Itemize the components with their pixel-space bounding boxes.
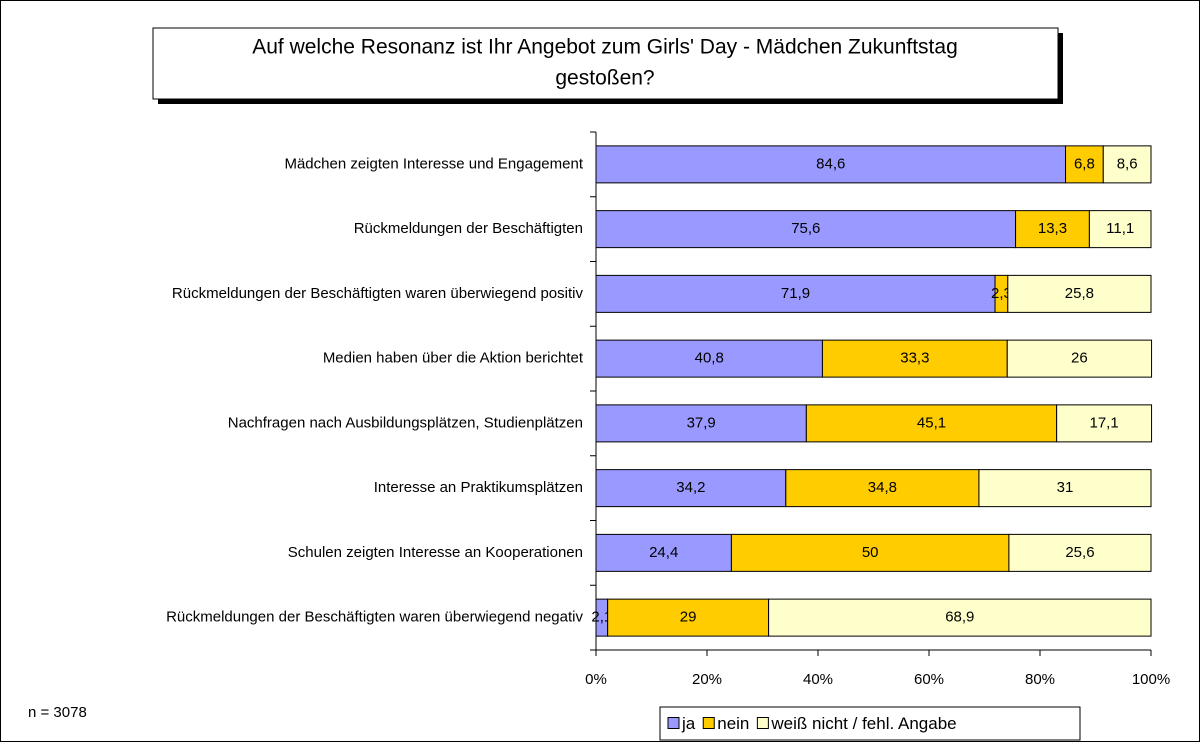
data-label: 17,1 (1090, 414, 1119, 431)
data-label: 8,6 (1117, 155, 1138, 172)
data-label: 84,6 (816, 155, 845, 172)
bar-segment (785, 469, 980, 508)
data-label: 25,8 (1065, 285, 1094, 302)
legend-label: nein (717, 714, 749, 733)
bar-segment (730, 533, 1010, 572)
y-tick-label: Medien haben über die Aktion berichtet (323, 350, 584, 367)
bar-segment (1006, 339, 1153, 378)
legend-label: weiß nicht / fehl. Angabe (770, 714, 956, 733)
y-tick-label: Mädchen zeigten Interesse und Engagement (284, 155, 583, 172)
bar-segment (595, 469, 787, 508)
y-tick-label: Rückmeldungen der Beschäftigten waren üb… (172, 285, 584, 302)
data-label: 2,1 (591, 609, 612, 626)
data-label: 25,6 (1065, 544, 1094, 561)
bar-segment (1056, 404, 1153, 443)
legend-swatch (667, 717, 680, 729)
data-label: 40,8 (695, 350, 724, 367)
data-label: 29 (680, 609, 697, 626)
bar-segment (1102, 145, 1152, 184)
x-tick-label: 80% (1025, 671, 1055, 688)
bar-segment (595, 339, 823, 378)
x-tick-label: 60% (914, 671, 944, 688)
data-label: 71,9 (781, 285, 810, 302)
title-box (152, 27, 1059, 100)
data-label: 68,9 (945, 609, 974, 626)
y-tick-label: Rückmeldungen der Beschäftigten waren üb… (166, 609, 583, 626)
data-label: 50 (862, 544, 879, 561)
x-tick-label: 100% (1132, 671, 1170, 688)
data-label: 33,3 (900, 350, 929, 367)
data-label: 24,4 (649, 544, 678, 561)
bar-segment (768, 598, 1152, 637)
legend-label: ja (681, 714, 696, 733)
annotation: n = 3078 (28, 704, 87, 721)
x-tick-label: 40% (803, 671, 833, 688)
bar-segment (595, 404, 807, 443)
data-label: 2,3 (991, 285, 1012, 302)
bar-segment (805, 404, 1058, 443)
data-label: 34,2 (676, 479, 705, 496)
x-tick-label: 20% (692, 671, 722, 688)
bar-segment (1007, 274, 1152, 313)
bar-segment (595, 210, 1017, 249)
bar-segment (595, 274, 996, 313)
bar-segment (821, 339, 1008, 378)
legend-swatch (702, 717, 715, 729)
legend-swatch (756, 717, 769, 729)
bar-segment (595, 533, 732, 572)
bar-segment (595, 145, 1067, 184)
y-tick-label: Schulen zeigten Interesse an Kooperation… (288, 544, 583, 561)
data-label: 13,3 (1038, 220, 1067, 237)
chart-title: gestoßen? (555, 67, 654, 90)
legend-box (659, 706, 1081, 741)
data-label: 37,9 (687, 414, 716, 431)
data-label: 11,1 (1106, 220, 1134, 237)
chart-title: Auf welche Resonanz ist Ihr Angebot zum … (252, 36, 958, 59)
data-label: 75,6 (791, 220, 820, 237)
bar-segment (1008, 533, 1152, 572)
data-label: 31 (1057, 479, 1074, 496)
y-tick-label: Nachfragen nach Ausbildungsplätzen, Stud… (228, 414, 583, 431)
data-label: 6,8 (1074, 155, 1095, 172)
data-label: 26 (1071, 350, 1088, 367)
y-tick-label: Interesse an Praktikumsplätzen (374, 479, 583, 496)
data-label: 45,1 (917, 414, 946, 431)
y-tick-label: Rückmeldungen der Beschäftigten (354, 220, 583, 237)
bar-segment (1088, 210, 1152, 249)
data-label: 34,8 (868, 479, 897, 496)
bar-segment (978, 469, 1152, 508)
x-tick-label: 0% (585, 671, 607, 688)
